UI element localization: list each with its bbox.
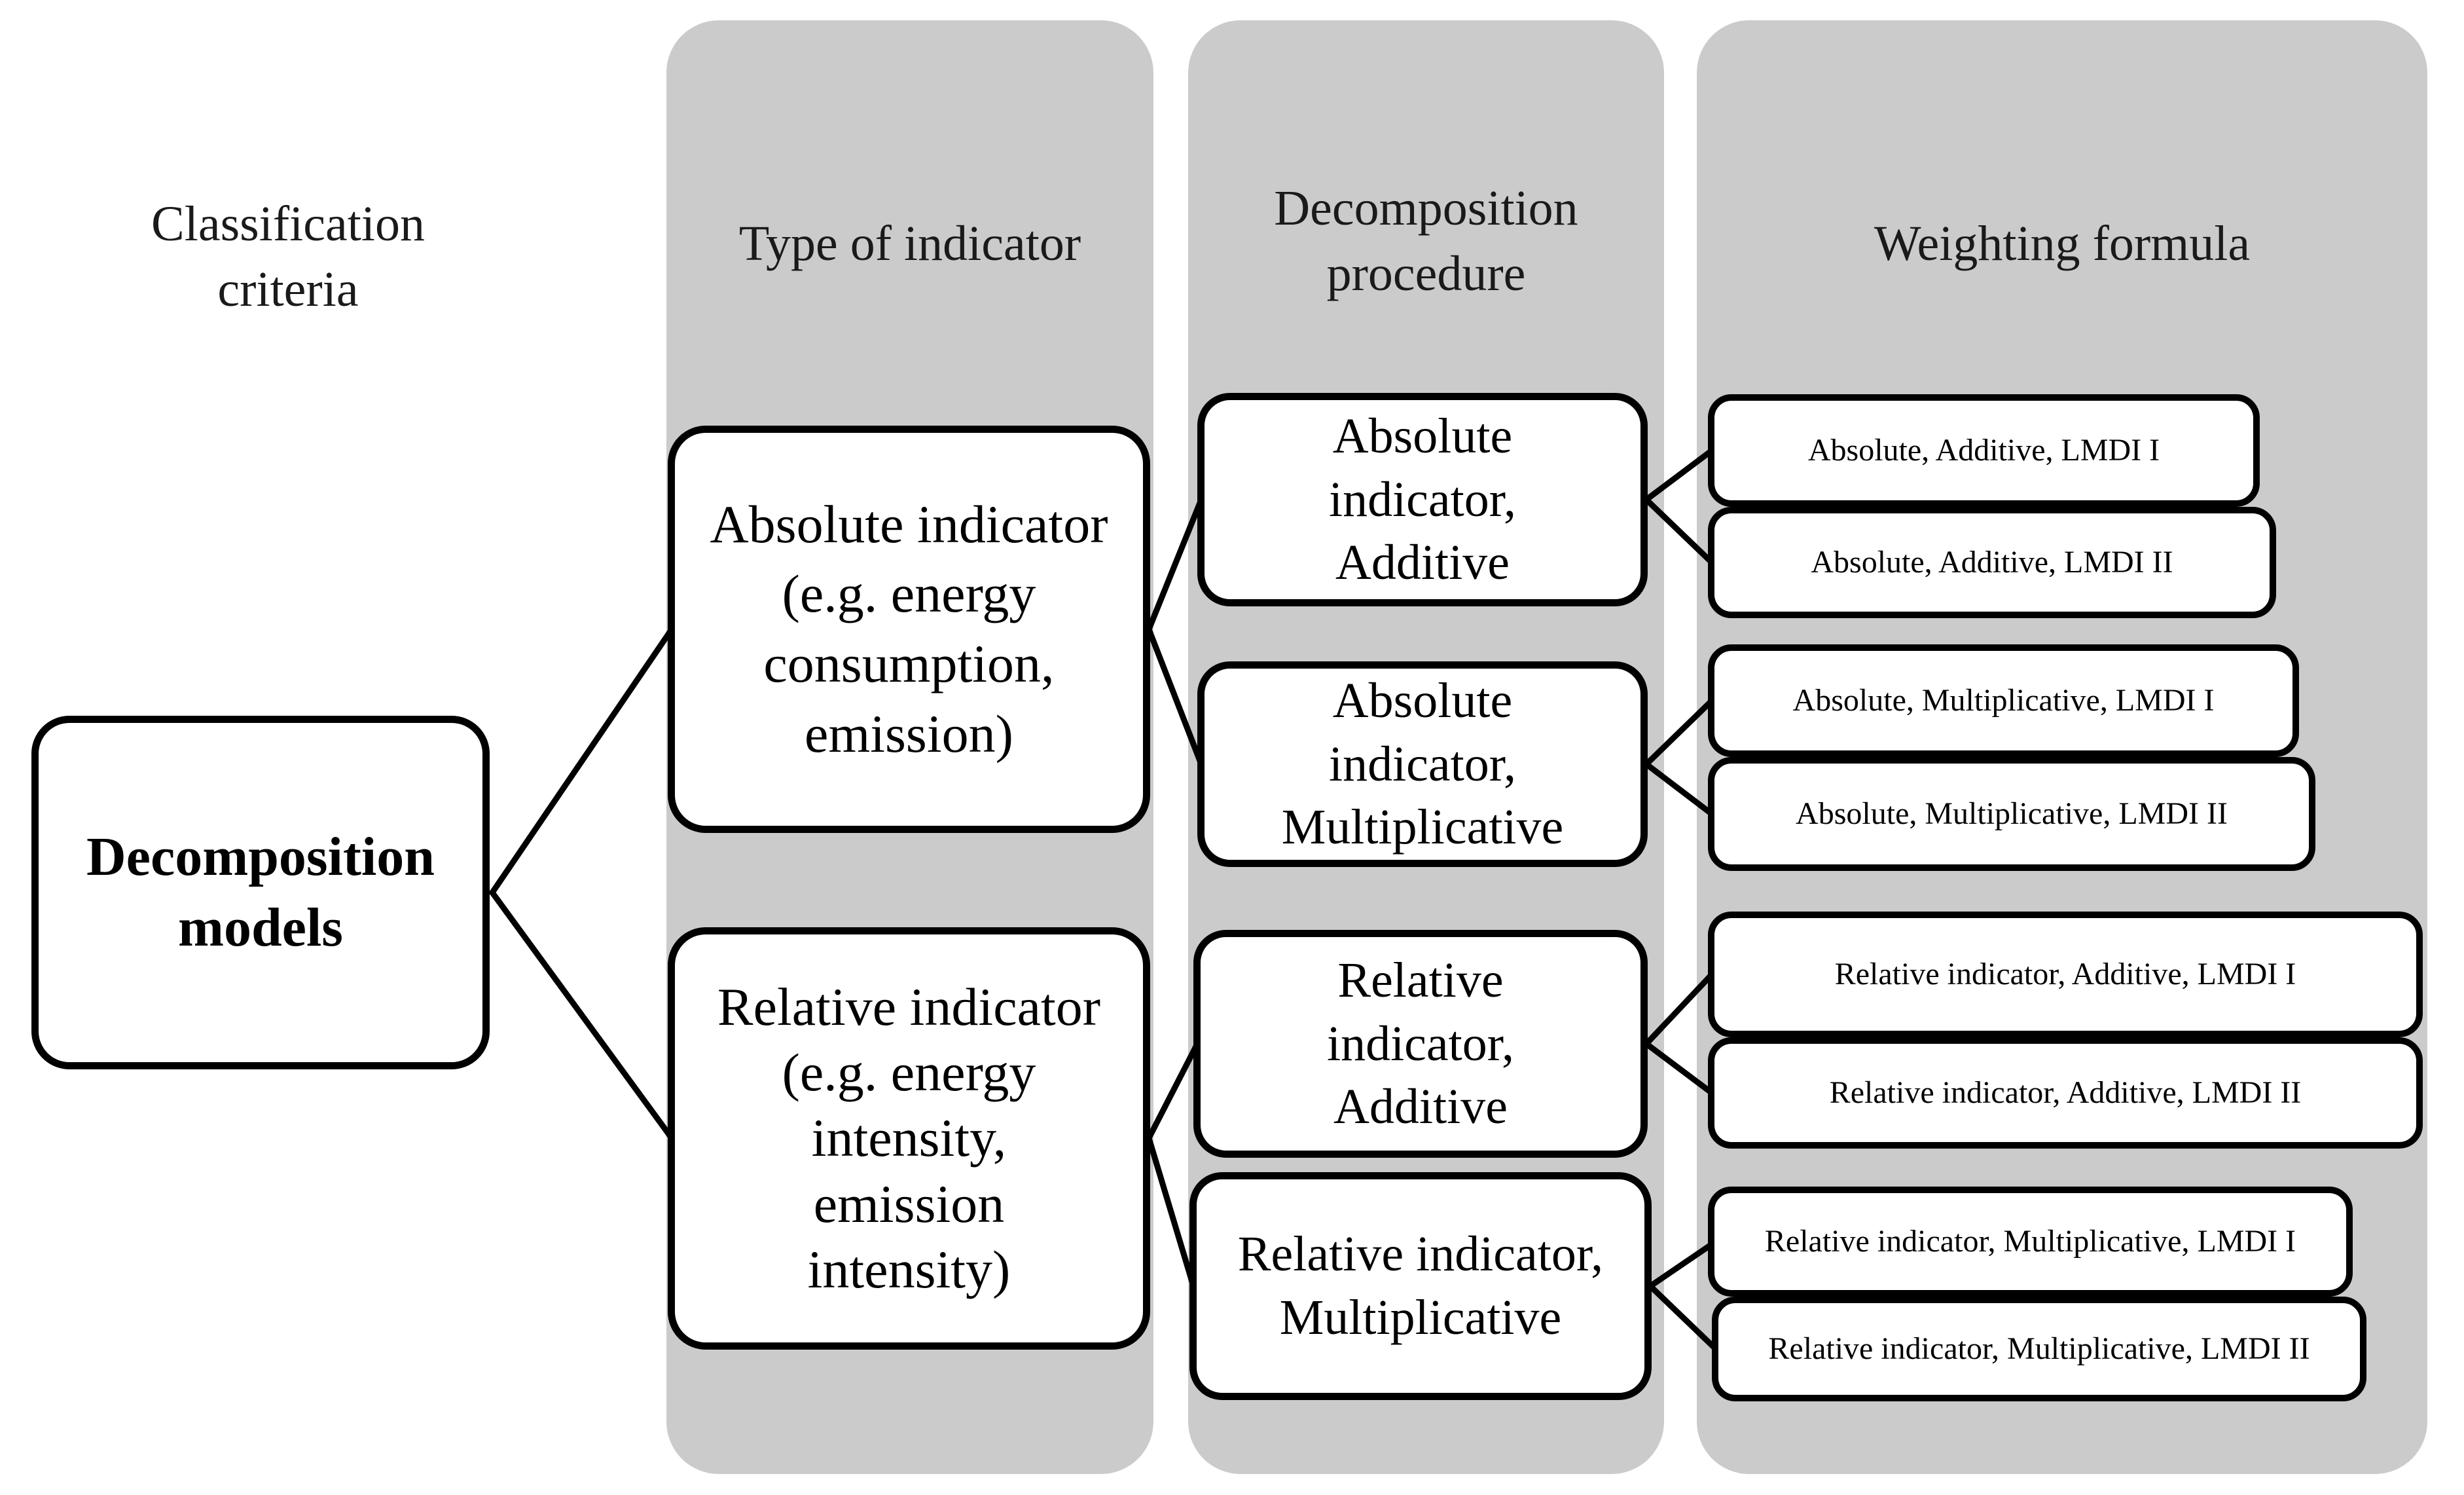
formula-box-absolute-multiplicative-lmdi-1: Absolute, Multiplicative, LMDI I [1708, 644, 2299, 757]
connector-line [1647, 1238, 1719, 1289]
type-box-relative-indicator: Relative indicator (e.g. energy intensit… [668, 927, 1150, 1350]
connector-line [1643, 971, 1715, 1047]
root-box-decomposition-models: Decomposition models [31, 716, 490, 1069]
connector-line [1643, 697, 1715, 767]
connector-line [1146, 1041, 1201, 1141]
procedure-box-absolute-multiplicative: Absolute indicator, Multiplicative [1197, 661, 1648, 867]
formula-box-absolute-multiplicative-lmdi-2: Absolute, Multiplicative, LMDI II [1708, 757, 2315, 871]
header-type-of-indicator: Type of indicator [738, 216, 1081, 271]
formula-box-relative-additive-lmdi-1: Relative indicator, Additive, LMDI I [1708, 912, 2423, 1037]
header-weighting-formula: Weighting formula [1874, 216, 2251, 271]
formula-box-absolute-additive-lmdi-2: Absolute, Additive, LMDI II [1708, 507, 2276, 618]
header-decomposition-procedure: Decomposition procedure [1274, 181, 1578, 302]
connector-line [489, 626, 675, 896]
connector-line [1647, 1283, 1719, 1352]
procedure-box-relative-multiplicative: Relative indicator, Multiplicative [1189, 1172, 1652, 1400]
header-classification-criteria: Classification criteria [151, 196, 425, 318]
connector-line [1146, 1135, 1197, 1289]
formula-box-relative-multiplicative-lmdi-1: Relative indicator, Multiplicative, LMDI… [1708, 1187, 2353, 1297]
connector-line [1146, 626, 1205, 767]
procedure-box-relative-additive: Relative indicator, Additive [1193, 930, 1648, 1158]
connector-line [1643, 1041, 1715, 1096]
connector-line [1643, 447, 1715, 503]
connector-line [1146, 496, 1205, 633]
formula-box-relative-multiplicative-lmdi-2: Relative indicator, Multiplicative, LMDI… [1712, 1297, 2366, 1401]
connector-line [489, 889, 675, 1141]
type-box-absolute-indicator: Absolute indicator (e.g. energy consumpt… [668, 426, 1150, 833]
connector-line [1643, 496, 1715, 566]
formula-box-absolute-additive-lmdi-1: Absolute, Additive, LMDI I [1708, 394, 2260, 507]
connector-line [1643, 761, 1715, 817]
formula-box-relative-additive-lmdi-2: Relative indicator, Additive, LMDI II [1708, 1037, 2423, 1149]
procedure-box-absolute-additive: Absolute indicator, Additive [1197, 393, 1648, 606]
